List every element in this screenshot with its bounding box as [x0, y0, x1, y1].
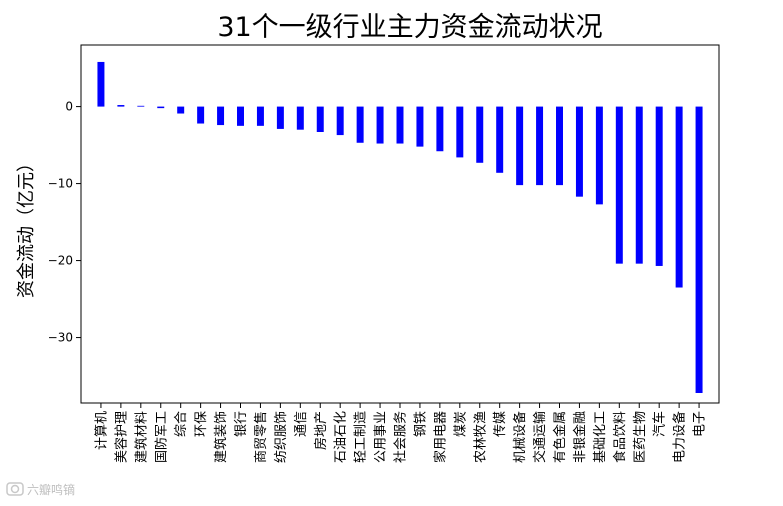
bar-6 — [217, 106, 225, 126]
bar-28 — [655, 106, 663, 266]
bar-26 — [615, 106, 623, 264]
x-tick-label-7: 银行 — [234, 411, 249, 437]
bar-12 — [336, 106, 344, 136]
watermark: 六瓣鸣镝 — [6, 482, 75, 497]
x-tick-label-2: 建筑材料 — [133, 411, 149, 463]
x-tick-label-8: 商贸零售 — [253, 411, 269, 463]
bar-17 — [436, 106, 444, 152]
bar-5 — [197, 106, 205, 124]
x-tick-label-29: 电力设备 — [672, 411, 688, 463]
bar-22 — [536, 106, 544, 186]
x-tick-label-25: 基础化工 — [593, 411, 608, 463]
x-tick-label-16: 钢铁 — [413, 411, 428, 437]
bar-14 — [376, 106, 384, 144]
bar-15 — [396, 106, 404, 144]
bar-4 — [177, 106, 185, 114]
y-tick-label-0: 0 — [65, 100, 73, 114]
bar-20 — [496, 106, 504, 173]
x-tick-label-17: 家用电器 — [432, 411, 448, 463]
bar-18 — [456, 106, 464, 158]
x-tick-label-24: 非银金融 — [572, 411, 588, 463]
bar-13 — [356, 106, 364, 143]
x-tick-label-3: 国防军工 — [153, 411, 169, 463]
y-tick-label-2: −20 — [48, 254, 73, 268]
bar-21 — [516, 106, 524, 186]
x-tick-label-20: 传媒 — [493, 411, 508, 437]
x-tick-label-0: 计算机 — [94, 411, 109, 450]
x-tick-label-18: 煤炭 — [453, 411, 468, 437]
x-tick-label-9: 纺织服饰 — [274, 411, 289, 463]
bar-7 — [237, 106, 244, 126]
x-tick-label-10: 通信 — [294, 411, 309, 437]
bars — [97, 61, 703, 393]
x-tick-label-5: 环保 — [194, 411, 209, 437]
bar-25 — [595, 106, 603, 205]
x-tick-label-1: 美容护理 — [113, 411, 129, 463]
x-tick-label-12: 石油石化 — [334, 411, 349, 463]
bar-9 — [276, 106, 284, 129]
y-tick-label-3: −30 — [48, 331, 73, 345]
x-tick-label-26: 食品饮料 — [612, 411, 628, 463]
bar-23 — [556, 106, 563, 186]
bar-29 — [675, 106, 683, 288]
x-tick-label-23: 有色金属 — [552, 411, 568, 463]
x-tick-label-15: 社会服务 — [393, 411, 409, 463]
bar-1 — [117, 105, 125, 107]
camera-logo-icon — [6, 482, 24, 496]
bar-3 — [157, 106, 165, 109]
y-axis-label: 资金流动（亿元） — [16, 154, 37, 298]
y-axis-ticks: 0 −10 −20 −30 — [48, 100, 81, 345]
x-tick-label-19: 农林牧渔 — [473, 411, 488, 463]
x-tick-label-28: 汽车 — [652, 411, 668, 437]
bar-27 — [635, 106, 643, 264]
bar-10 — [296, 106, 304, 130]
x-tick-label-6: 建筑装饰 — [213, 411, 229, 463]
x-axis-ticks: 计算机 美容护理 建筑材料 国防军工 综合 环保 建筑装饰 银行 商贸零售 纺织服饰 通信 房地产 石油… — [94, 403, 708, 463]
watermark-text: 六瓣鸣镝 — [27, 482, 75, 497]
x-tick-label-13: 轻工制造 — [354, 411, 369, 463]
bar-0 — [97, 61, 105, 107]
x-tick-label-14: 公用事业 — [374, 411, 389, 463]
bar-30 — [695, 106, 703, 393]
x-tick-label-21: 机械设备 — [512, 411, 528, 463]
chart-title: 31个一级行业主力资金流动状况 — [217, 12, 602, 43]
x-tick-label-22: 交通运输 — [532, 411, 548, 463]
x-tick-label-11: 房地产 — [313, 411, 329, 450]
bar-19 — [476, 106, 484, 163]
bar-16 — [416, 106, 424, 147]
x-tick-label-4: 综合 — [174, 411, 189, 437]
x-tick-label-30: 电子 — [693, 411, 708, 437]
bar-2 — [137, 105, 145, 107]
bar-8 — [256, 106, 264, 126]
bar-24 — [575, 106, 583, 197]
plot-frame — [80, 44, 720, 404]
x-tick-label-27: 医药生物 — [633, 411, 648, 463]
bar-11 — [316, 106, 324, 132]
y-tick-label-1: −10 — [48, 177, 73, 191]
